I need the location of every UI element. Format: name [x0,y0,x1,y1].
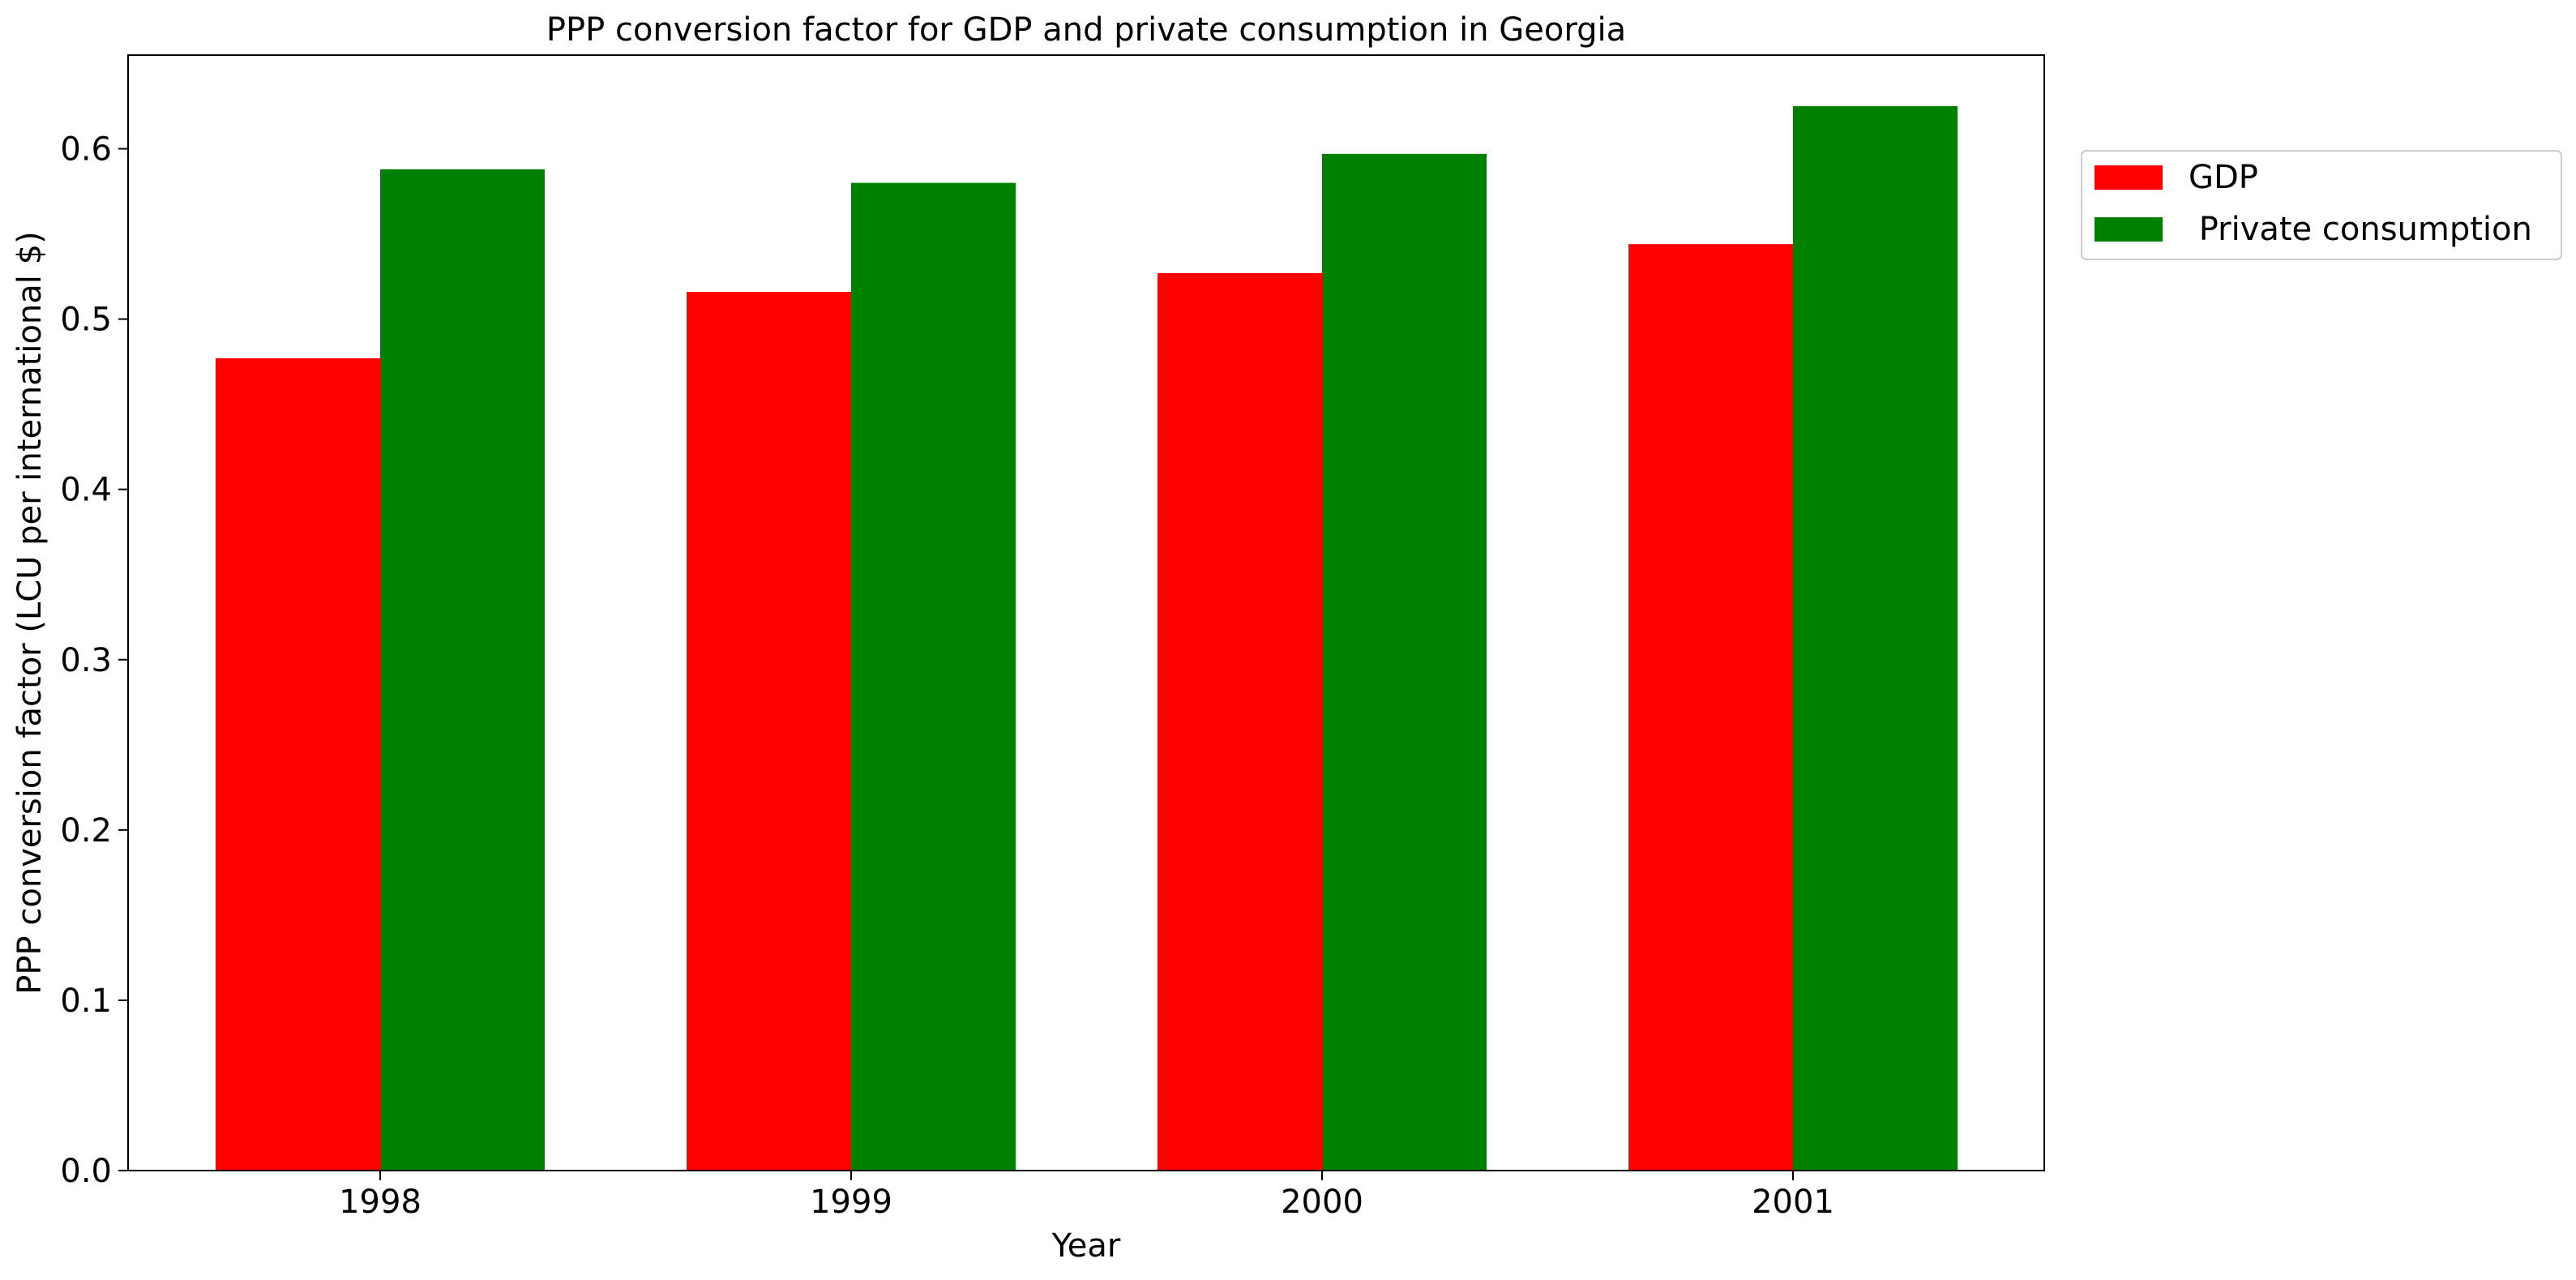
chart-title: PPP conversion factor for GDP and privat… [546,11,1626,49]
y-tick-label: 0.5 [60,302,112,339]
bar-private-consumption-2001 [1793,106,1958,1171]
x-tick-label: 2000 [1281,1184,1363,1221]
x-axis: 1998 1999 2000 2001 [339,1171,1834,1221]
x-axis-label: Year [1051,1227,1121,1265]
legend-label: GDP [2189,159,2258,196]
y-tick-label: 0.0 [60,1153,112,1190]
legend-swatch [2095,165,2163,190]
bar-gdp-1998 [216,357,380,1171]
bar-gdp-1999 [687,292,851,1171]
y-tick-label: 0.2 [60,812,112,850]
legend-frame [2081,150,2562,260]
bar-gdp-2001 [1628,244,1793,1171]
legend-label: Private consumption [2189,211,2532,248]
y-axis-label: PPP conversion factor (LCU per internati… [11,231,49,994]
plot-area-frame [127,54,2045,1171]
y-tick-label: 0.4 [60,472,112,509]
x-tick-label: 1999 [810,1184,892,1221]
bar-private-consumption-2000 [1322,153,1487,1171]
bar-private-consumption-1998 [380,169,545,1171]
bar-private-consumption-1999 [851,182,1016,1171]
bars-group [216,106,1958,1171]
y-axis: 0.0 0.1 0.2 0.3 0.4 0.5 0.6 [60,131,128,1190]
y-tick-label: 0.1 [60,982,112,1020]
x-tick-label: 1998 [339,1184,421,1221]
x-tick-label: 2001 [1752,1184,1834,1221]
y-tick-label: 0.3 [60,642,112,679]
bar-gdp-2000 [1157,272,1322,1171]
y-tick-label: 0.6 [60,131,112,169]
legend: GDP Private consumption [2081,150,2562,260]
legend-swatch [2095,217,2163,242]
